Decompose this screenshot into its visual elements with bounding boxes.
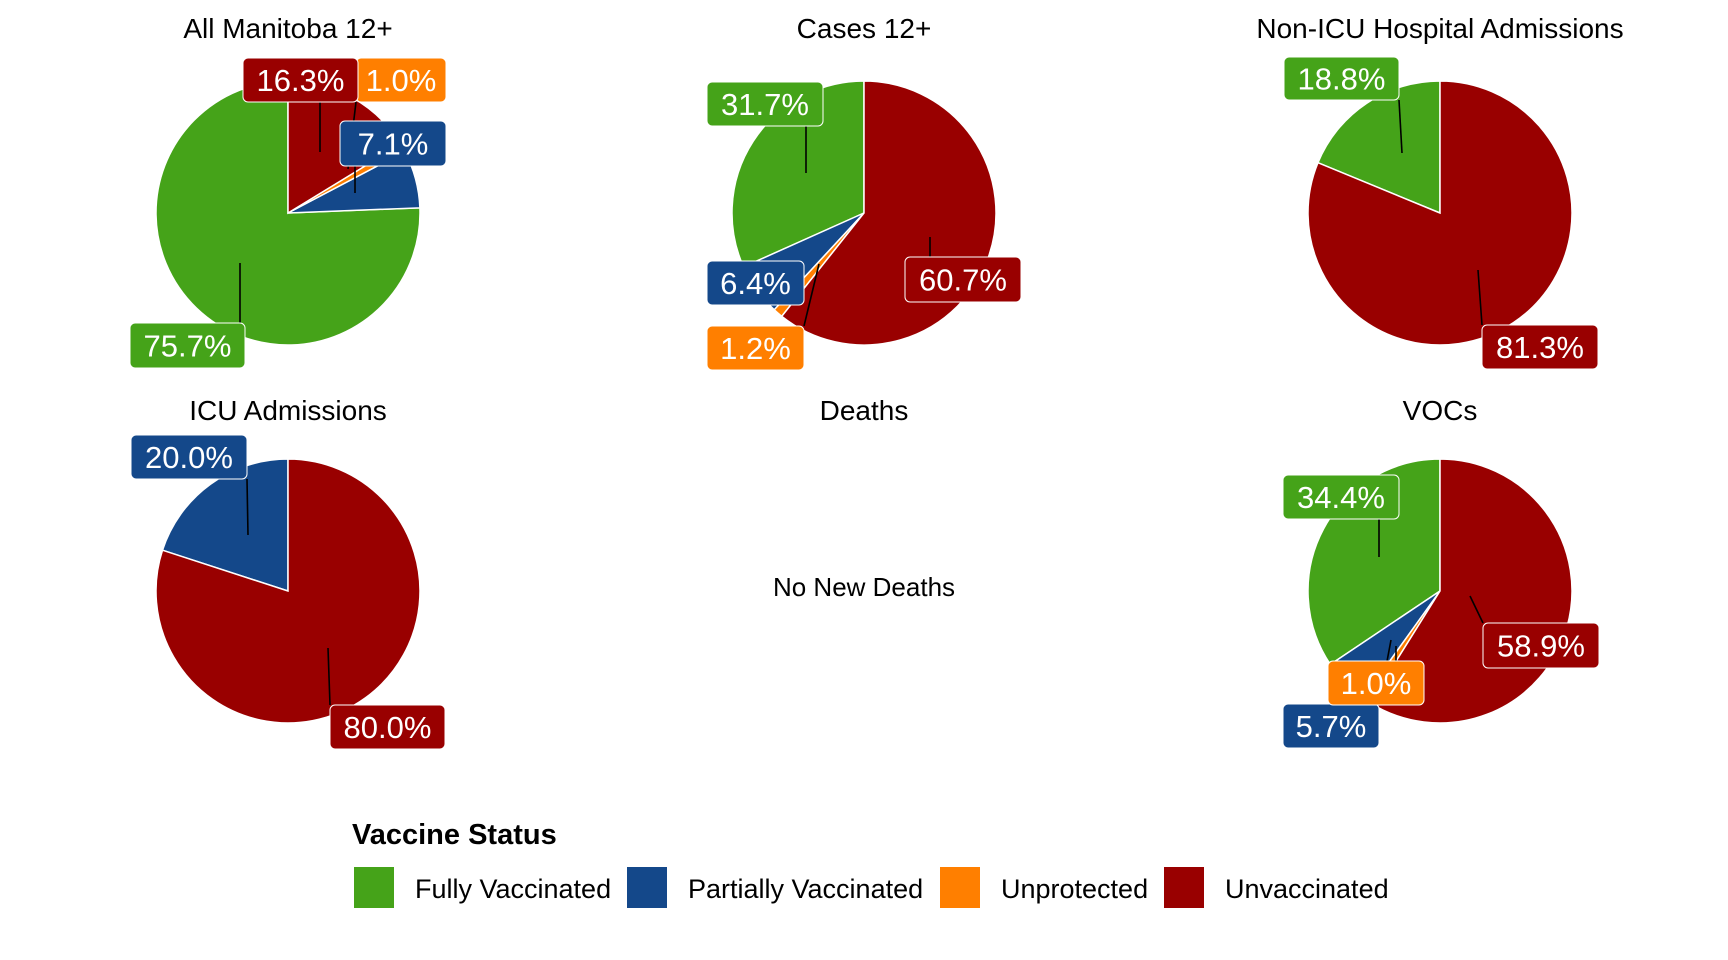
slice-label-fully-vaccinated: 34.4% — [1297, 480, 1385, 515]
slice-label-box — [1481, 324, 1599, 370]
slice-label-partially-vaccinated: 7.1% — [358, 127, 429, 162]
legend-label: Unprotected — [1001, 874, 1148, 904]
pie-slice-unvaccinated — [155, 458, 421, 724]
legend-swatch — [354, 867, 394, 908]
legend-swatch — [940, 867, 980, 908]
label-leader-line — [1477, 269, 1483, 326]
slice-label-fully-vaccinated: 75.7% — [144, 329, 232, 364]
label-leader-line — [1469, 595, 1484, 624]
slice-label-box — [1482, 622, 1600, 669]
slice-label-unvaccinated: 58.9% — [1497, 629, 1585, 664]
no-data-message: No New Deaths — [773, 572, 955, 602]
slice-label-partially-vaccinated: 20.0% — [145, 440, 233, 475]
pie-slice-fully-vaccinated — [731, 80, 865, 268]
slice-label-box — [129, 322, 246, 369]
slice-label-box — [339, 120, 447, 167]
legend-item-partially-vaccinated: Partially Vaccinated — [627, 867, 923, 908]
legend: Vaccine Status Fully Vaccinated Partially… — [352, 819, 1389, 908]
label-leader-line — [1398, 99, 1403, 154]
pie-panel-icu-admissions: ICU Admissions 20.0% 80.0% — [130, 395, 446, 750]
slice-label-partially-vaccinated: 5.7% — [1296, 709, 1367, 744]
legend-label: Fully Vaccinated — [415, 874, 611, 904]
legend-item-unprotected: Unprotected — [940, 867, 1148, 908]
slice-label-box — [329, 704, 446, 750]
pie-panel-all-manitoba-12: All Manitoba 12+ 75.7% 7.1% 1.0% 16.3% — [129, 13, 447, 369]
pie-slice-fully-vaccinated — [1316, 80, 1441, 215]
pie-slice-partially-vaccinated — [161, 458, 289, 593]
pie-title: ICU Admissions — [189, 395, 387, 426]
slice-label-box — [1327, 660, 1425, 706]
pie-slice-unvaccinated — [1307, 80, 1573, 346]
legend-item-unvaccinated: Unvaccinated — [1164, 867, 1389, 908]
pie-panel-vocs: VOCs 34.4% 5.7% 1.0% 58.9% — [1282, 395, 1600, 749]
slice-label-box — [1283, 56, 1400, 101]
legend-swatch — [1164, 867, 1204, 908]
label-leader-line — [803, 263, 820, 327]
legend-label: Partially Vaccinated — [688, 874, 923, 904]
slice-label-partially-vaccinated: 6.4% — [720, 266, 791, 301]
slice-label-unprotected: 1.2% — [720, 331, 791, 366]
label-leader-line — [327, 647, 331, 706]
slice-label-unprotected: 1.0% — [366, 63, 437, 98]
pie-title: All Manitoba 12+ — [183, 13, 392, 44]
slice-label-box — [242, 57, 359, 103]
slice-label-unvaccinated: 81.3% — [1496, 330, 1584, 365]
pie-title: Non-ICU Hospital Admissions — [1256, 13, 1623, 44]
pie-title: VOCs — [1403, 395, 1478, 426]
slice-label-unprotected: 1.0% — [1341, 666, 1412, 701]
legend-label: Unvaccinated — [1225, 874, 1389, 904]
slice-label-unvaccinated: 60.7% — [919, 263, 1007, 298]
slice-label-box — [130, 434, 248, 480]
slice-label-box — [904, 256, 1022, 303]
pie-title: Cases 12+ — [797, 13, 932, 44]
slice-label-box — [706, 260, 805, 306]
pie-panel-non-icu-hospital-admissions: Non-ICU Hospital Admissions 18.8% 81.3% — [1256, 13, 1624, 370]
slice-label-unvaccinated: 80.0% — [344, 710, 432, 745]
legend-swatch — [627, 867, 667, 908]
slice-label-box — [706, 325, 805, 371]
pie-title: Deaths — [820, 395, 909, 426]
slice-label-box — [1282, 474, 1400, 520]
slice-label-fully-vaccinated: 31.7% — [721, 87, 809, 122]
pie-panel-deaths: Deaths No New Deaths — [773, 395, 955, 602]
pie-panel-cases-12: Cases 12+ 31.7% 6.4% 1.2% 60.7% — [706, 13, 1022, 371]
legend-title: Vaccine Status — [352, 819, 557, 851]
slice-label-fully-vaccinated: 18.8% — [1298, 62, 1386, 97]
label-leader-line — [246, 478, 249, 536]
slice-label-unvaccinated: 16.3% — [257, 63, 345, 98]
slice-label-box — [706, 81, 824, 127]
legend-item-fully-vaccinated: Fully Vaccinated — [354, 867, 611, 908]
